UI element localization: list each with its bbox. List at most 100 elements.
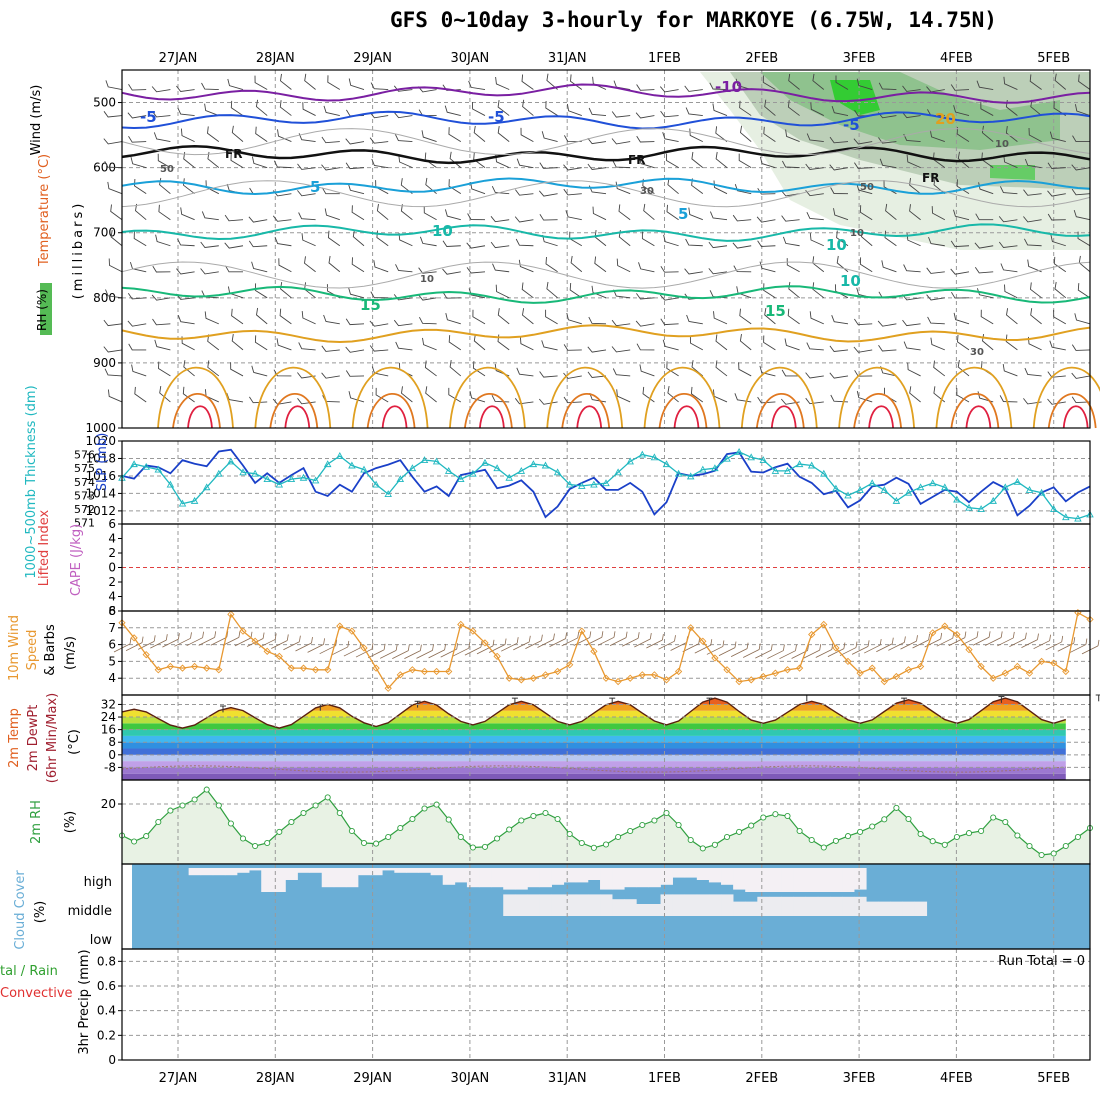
wind-barb (759, 365, 776, 377)
wind-barb (177, 107, 195, 117)
rh2m-unit-label: (%) (63, 811, 78, 834)
wind-barb (951, 291, 970, 299)
wind-barb (781, 190, 800, 197)
wind-barb (978, 182, 994, 195)
cloud-mid-clear (684, 894, 698, 916)
isotherm--5 (121, 110, 1091, 130)
cloud-mid-clear (527, 894, 540, 916)
cloud-high-clear (430, 868, 444, 876)
wind-barb (1078, 74, 1091, 90)
temp2m-label-c: (6hr Min/Max) (45, 693, 60, 783)
wind-barb (638, 156, 655, 169)
wind-barb (831, 315, 849, 325)
rh-2m-point (494, 835, 501, 842)
wind-barb (200, 241, 219, 248)
wind-barb (689, 128, 703, 143)
wind-10m-barb-flag (190, 632, 192, 639)
rh-2m-point (518, 817, 525, 824)
wind-barb (884, 230, 897, 247)
cloud-mid-clear (575, 894, 589, 916)
temp-band (122, 723, 1066, 730)
cloud-high-clear (212, 868, 226, 876)
wind-10m-barb (694, 644, 711, 654)
temp-2m-tick-label: 8 (108, 735, 116, 749)
wind-barb (200, 268, 219, 275)
wind-barb (108, 258, 123, 273)
cloud-level-middle: middle (68, 904, 112, 919)
cloud-high-clear (297, 868, 310, 873)
top-date-label: 3FEB (843, 51, 876, 66)
wind-10m-barb-flag (819, 644, 822, 651)
bl-isotherm-30 (868, 405, 894, 429)
wind-10m-barb (585, 636, 603, 646)
contour-label: 10 (840, 272, 861, 290)
thickness-point (735, 447, 743, 455)
wind-barb (176, 85, 195, 92)
wind-barb (471, 101, 486, 116)
wind-10m-barb (876, 643, 893, 653)
rh-2m-point (167, 807, 174, 814)
thickness-point (977, 505, 985, 512)
wind-barb (327, 230, 341, 247)
wind-barb (442, 240, 461, 247)
rh-2m-point (615, 833, 622, 841)
wind-barb (159, 386, 171, 403)
wind-barb (204, 103, 219, 116)
wind-10m-barb-flag (541, 634, 543, 641)
wind-barb (153, 132, 171, 143)
precip-tick-label: 0.4 (97, 1004, 116, 1018)
bl-isotherm-30 (1062, 405, 1089, 429)
wind-10m-barb (355, 648, 373, 658)
thickness-point (674, 469, 683, 477)
wind-10m-barb (634, 638, 651, 648)
bl-isotherm-25 (366, 392, 416, 429)
wind-barb (659, 86, 679, 93)
wind-10m-barb-flag (904, 636, 906, 643)
wind-barb (254, 335, 268, 351)
cloud-mid-clear (745, 901, 758, 916)
wind-barb (546, 281, 558, 299)
thickness-tick-label: 572 (74, 503, 95, 516)
wind-barb (740, 125, 752, 142)
wind-10m-barb (997, 637, 1014, 647)
wind-10m-barb-flag (831, 643, 834, 650)
wind-barb (931, 206, 946, 221)
cloud-mid-clear (842, 896, 855, 916)
wind-barb (469, 390, 486, 403)
wind-10m-barb-flag (928, 633, 930, 641)
wind-barb (448, 179, 462, 195)
wind-barb (448, 335, 462, 351)
wind-barb (442, 268, 461, 275)
bottom-date-label: 28JAN (256, 1071, 295, 1086)
rh-2m-tick-label: 20 (101, 797, 116, 811)
wind-10m-barb-flag (347, 640, 350, 647)
wind-barb (909, 386, 921, 403)
cloud-mid-clear (878, 901, 891, 916)
wind-10m-point (953, 630, 961, 639)
wind-10m-barb-flag (988, 631, 991, 638)
cape-label: CAPE (J/kg) (69, 524, 84, 596)
wind-barb (1023, 216, 1042, 223)
wind-barb (903, 264, 921, 273)
cloud-mid-clear (636, 904, 649, 916)
cloud-mid-clear (515, 894, 528, 916)
wind-10m-barb-flag (407, 644, 410, 651)
wind-barb (830, 187, 849, 195)
wind-barb (982, 334, 994, 351)
wind-barb (684, 268, 703, 275)
precip-label-b: Convective (0, 986, 73, 1001)
wind-10m-barb-flag (129, 637, 132, 645)
cloud-high-clear (249, 868, 262, 871)
cloud-high-clear (575, 868, 589, 883)
wind-10m-barb-flag (504, 638, 507, 645)
rh-2m-point (469, 844, 476, 851)
wind-barb (324, 208, 340, 221)
wind-barb (563, 164, 582, 171)
wind-barb (105, 289, 123, 299)
bl-isotherm-30 (284, 405, 311, 429)
wind-barb (643, 203, 655, 221)
contour-label: 15 (765, 302, 786, 320)
thickness-tick-label: 573 (74, 489, 95, 502)
wind-10m-tick-label: 5 (108, 654, 116, 668)
